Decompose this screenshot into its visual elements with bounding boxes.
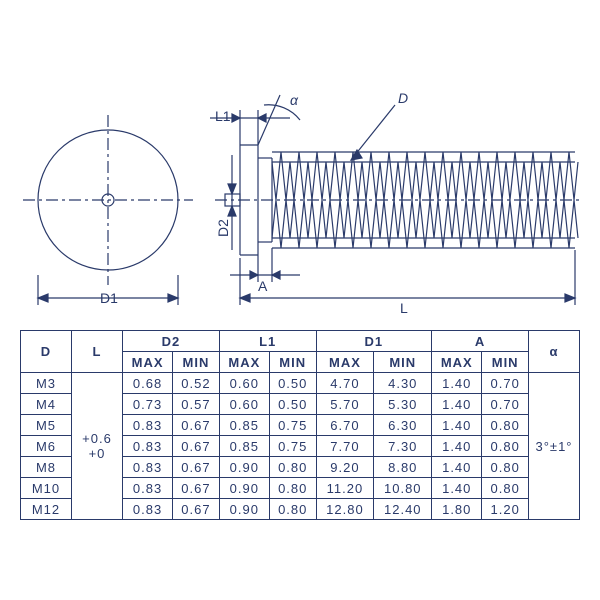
cell: 5.70 <box>316 394 374 415</box>
cell: 12.40 <box>374 499 432 520</box>
cell: 0.83 <box>123 457 173 478</box>
col-l: L <box>72 331 123 373</box>
cell: 0.60 <box>219 373 269 394</box>
cell: 1.20 <box>482 499 529 520</box>
cell: 0.80 <box>269 457 316 478</box>
table-body: M3+0.6 +00.680.520.600.504.704.301.400.7… <box>21 373 580 520</box>
label-d: D <box>398 90 408 106</box>
cell: 12.80 <box>316 499 374 520</box>
sub-max: MAX <box>432 352 482 373</box>
cell: 0.60 <box>219 394 269 415</box>
col-d2: D2 <box>123 331 220 352</box>
cell-alpha: 3°±1° <box>529 373 580 520</box>
cell: 0.75 <box>269 415 316 436</box>
cell: 1.40 <box>432 415 482 436</box>
cell: 0.80 <box>482 436 529 457</box>
cell: 0.90 <box>219 457 269 478</box>
cell: 4.30 <box>374 373 432 394</box>
label-a: A <box>258 278 267 294</box>
col-l1: L1 <box>219 331 316 352</box>
label-l: L <box>400 300 408 316</box>
cell-l: +0.6 +0 <box>72 373 123 520</box>
cell: 1.40 <box>432 373 482 394</box>
cell: 4.70 <box>316 373 374 394</box>
cell: 0.75 <box>269 436 316 457</box>
cell: 1.80 <box>432 499 482 520</box>
table-header-row-1: D L D2 L1 D1 A α <box>21 331 580 352</box>
cell: 0.67 <box>173 478 220 499</box>
cell: 6.70 <box>316 415 374 436</box>
cell: 0.85 <box>219 415 269 436</box>
col-d: D <box>21 331 72 373</box>
cell: 0.85 <box>219 436 269 457</box>
label-d2: D2 <box>215 219 231 237</box>
sub-min: MIN <box>269 352 316 373</box>
sub-max: MAX <box>316 352 374 373</box>
dimension-table-wrap: D L D2 L1 D1 A α MAX MIN MAX MIN MAX MIN… <box>20 330 580 520</box>
cell: 8.80 <box>374 457 432 478</box>
cell: 0.70 <box>482 394 529 415</box>
col-d1: D1 <box>316 331 432 352</box>
drawing-svg <box>0 0 600 330</box>
cell: 0.80 <box>269 499 316 520</box>
cell: 0.70 <box>482 373 529 394</box>
cell: 0.50 <box>269 394 316 415</box>
cell: 0.67 <box>173 415 220 436</box>
cell: 0.67 <box>173 457 220 478</box>
label-d1: D1 <box>100 290 118 306</box>
cell: 0.68 <box>123 373 173 394</box>
cell: 1.40 <box>432 394 482 415</box>
cell: 0.90 <box>219 499 269 520</box>
table-row: M3+0.6 +00.680.520.600.504.704.301.400.7… <box>21 373 580 394</box>
cell: 0.83 <box>123 415 173 436</box>
cell-d: M8 <box>21 457 72 478</box>
cell: 0.67 <box>173 499 220 520</box>
cell: 0.80 <box>482 457 529 478</box>
sub-min: MIN <box>173 352 220 373</box>
technical-drawing: D1 L1 α D D2 A L <box>0 0 600 330</box>
cell: 7.30 <box>374 436 432 457</box>
cell: 1.40 <box>432 436 482 457</box>
sub-min: MIN <box>374 352 432 373</box>
cell: 0.73 <box>123 394 173 415</box>
label-alpha: α <box>290 92 298 108</box>
cell: 0.57 <box>173 394 220 415</box>
cell: 0.50 <box>269 373 316 394</box>
cell: 0.67 <box>173 436 220 457</box>
cell: 0.52 <box>173 373 220 394</box>
cell: 0.90 <box>219 478 269 499</box>
sub-min: MIN <box>482 352 529 373</box>
dimension-table: D L D2 L1 D1 A α MAX MIN MAX MIN MAX MIN… <box>20 330 580 520</box>
cell: 10.80 <box>374 478 432 499</box>
cell-d: M12 <box>21 499 72 520</box>
cell: 1.40 <box>432 478 482 499</box>
cell: 0.83 <box>123 478 173 499</box>
cell: 7.70 <box>316 436 374 457</box>
cell: 11.20 <box>316 478 374 499</box>
sub-max: MAX <box>219 352 269 373</box>
cell-d: M3 <box>21 373 72 394</box>
cell-d: M10 <box>21 478 72 499</box>
cell: 0.83 <box>123 499 173 520</box>
cell: 5.30 <box>374 394 432 415</box>
cell: 9.20 <box>316 457 374 478</box>
cell: 6.30 <box>374 415 432 436</box>
col-a: A <box>432 331 529 352</box>
sub-max: MAX <box>123 352 173 373</box>
cell: 0.80 <box>269 478 316 499</box>
cell-d: M4 <box>21 394 72 415</box>
cell-d: M5 <box>21 415 72 436</box>
cell: 0.83 <box>123 436 173 457</box>
cell: 1.40 <box>432 457 482 478</box>
cell-d: M6 <box>21 436 72 457</box>
label-l1: L1 <box>215 108 231 124</box>
col-alpha: α <box>529 331 580 373</box>
cell: 0.80 <box>482 415 529 436</box>
cell: 0.80 <box>482 478 529 499</box>
